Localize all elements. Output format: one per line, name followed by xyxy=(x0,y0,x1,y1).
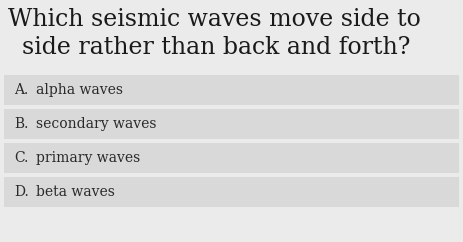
FancyBboxPatch shape xyxy=(4,75,459,105)
Text: primary waves: primary waves xyxy=(36,151,140,165)
Text: beta waves: beta waves xyxy=(36,185,115,199)
Text: alpha waves: alpha waves xyxy=(36,83,123,97)
Text: Which seismic waves move side to: Which seismic waves move side to xyxy=(8,8,421,31)
Text: side rather than back and forth?: side rather than back and forth? xyxy=(22,36,410,59)
Text: D.: D. xyxy=(14,185,29,199)
Text: A.: A. xyxy=(14,83,28,97)
FancyBboxPatch shape xyxy=(4,177,459,207)
Text: B.: B. xyxy=(14,117,28,131)
Text: C.: C. xyxy=(14,151,28,165)
FancyBboxPatch shape xyxy=(4,143,459,173)
FancyBboxPatch shape xyxy=(4,109,459,139)
Text: secondary waves: secondary waves xyxy=(36,117,156,131)
